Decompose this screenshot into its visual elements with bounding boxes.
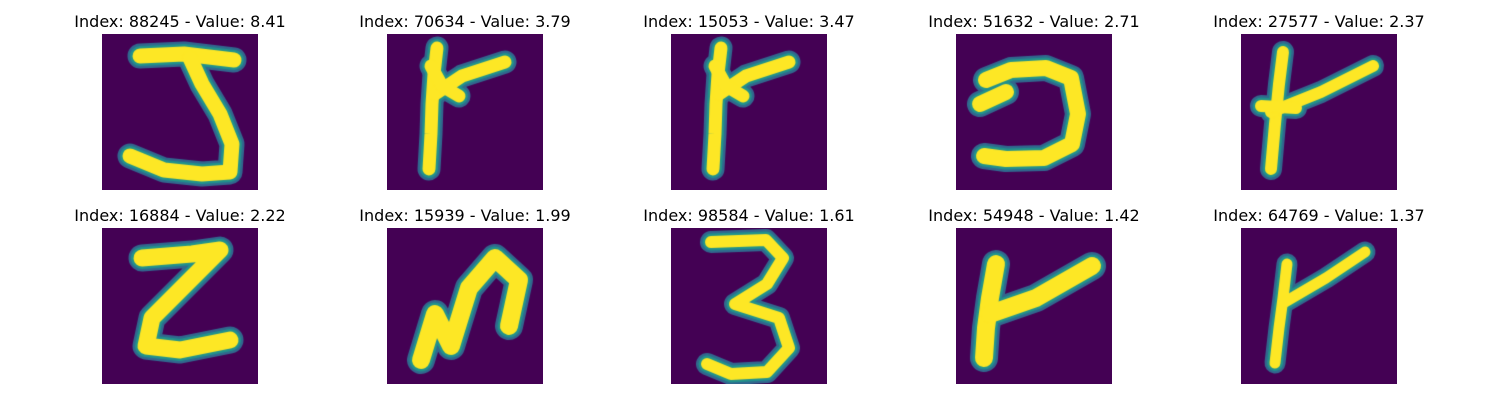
panel-title: Index: 64769 - Value: 1.37 (1213, 206, 1425, 225)
glyph-image (102, 228, 258, 384)
panel-title: Index: 54948 - Value: 1.42 (928, 206, 1140, 225)
glyph-image (1241, 34, 1397, 190)
panel-title: Index: 51632 - Value: 2.71 (928, 12, 1140, 31)
panel-0: Index: 88245 - Value: 8.41 (60, 12, 300, 192)
panel-7: Index: 98584 - Value: 1.61 (629, 206, 869, 386)
panel-title: Index: 70634 - Value: 3.79 (359, 12, 571, 31)
glyph-image (956, 228, 1112, 384)
panel-5: Index: 16884 - Value: 2.22 (60, 206, 300, 386)
panel-title: Index: 15939 - Value: 1.99 (359, 206, 571, 225)
glyph-image (956, 34, 1112, 190)
panel-title: Index: 98584 - Value: 1.61 (643, 206, 855, 225)
glyph-image (1241, 228, 1397, 384)
panel-title: Index: 16884 - Value: 2.22 (74, 206, 286, 225)
panel-title: Index: 27577 - Value: 2.37 (1213, 12, 1425, 31)
glyph-image (387, 228, 543, 384)
panel-8: Index: 54948 - Value: 1.42 (914, 206, 1154, 386)
panel-9: Index: 64769 - Value: 1.37 (1199, 206, 1439, 386)
glyph-image (102, 34, 258, 190)
glyph-image (671, 228, 827, 384)
panel-1: Index: 70634 - Value: 3.79 (345, 12, 585, 192)
panel-6: Index: 15939 - Value: 1.99 (345, 206, 585, 386)
panel-title: Index: 88245 - Value: 8.41 (74, 12, 286, 31)
panel-title: Index: 15053 - Value: 3.47 (643, 12, 855, 31)
panel-3: Index: 51632 - Value: 2.71 (914, 12, 1154, 192)
panel-2: Index: 15053 - Value: 3.47 (629, 12, 869, 192)
panel-4: Index: 27577 - Value: 2.37 (1199, 12, 1439, 192)
glyph-image (387, 34, 543, 190)
glyph-image (671, 34, 827, 190)
